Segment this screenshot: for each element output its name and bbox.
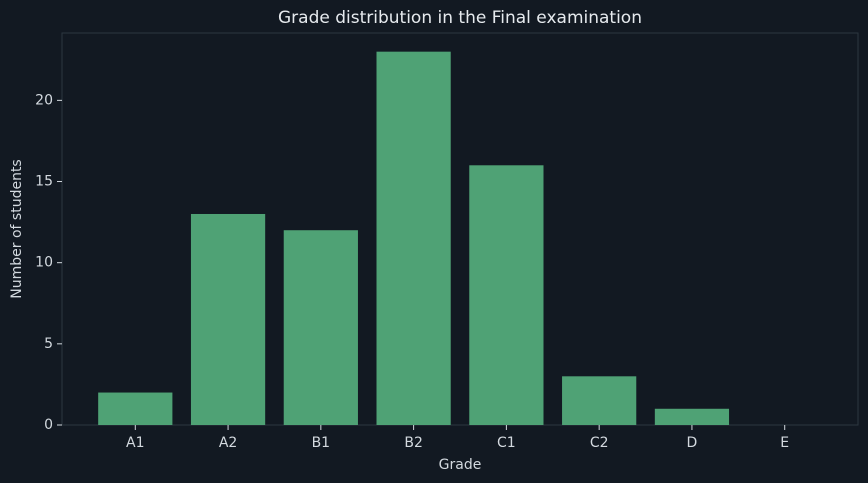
x-tick-label: A1: [126, 435, 144, 451]
x-axis-label: Grade: [439, 457, 482, 473]
y-tick-label: 5: [44, 336, 53, 352]
x-tick-label: C2: [590, 435, 609, 451]
bar: [562, 376, 637, 425]
y-tick-label: 15: [35, 174, 53, 190]
y-tick-label: 0: [44, 417, 53, 433]
bar: [283, 230, 358, 425]
y-tick-label: 10: [35, 255, 53, 271]
y-axis-label: Number of students: [9, 159, 25, 298]
x-tick-label: A2: [219, 435, 237, 451]
bar: [98, 392, 173, 425]
x-tick-label: B2: [404, 435, 423, 451]
bar: [654, 408, 730, 425]
bar: [376, 51, 451, 426]
bar: [190, 213, 266, 425]
bar: [469, 165, 544, 425]
x-tick-label: D: [687, 435, 698, 451]
chart-title: Grade distribution in the Final examinat…: [278, 8, 642, 28]
plot-frame: [61, 32, 859, 426]
x-tick-label: C1: [497, 435, 516, 451]
x-tick-label: E: [780, 435, 789, 451]
x-tick-label: B1: [312, 435, 331, 451]
y-tick-label: 20: [35, 92, 53, 108]
